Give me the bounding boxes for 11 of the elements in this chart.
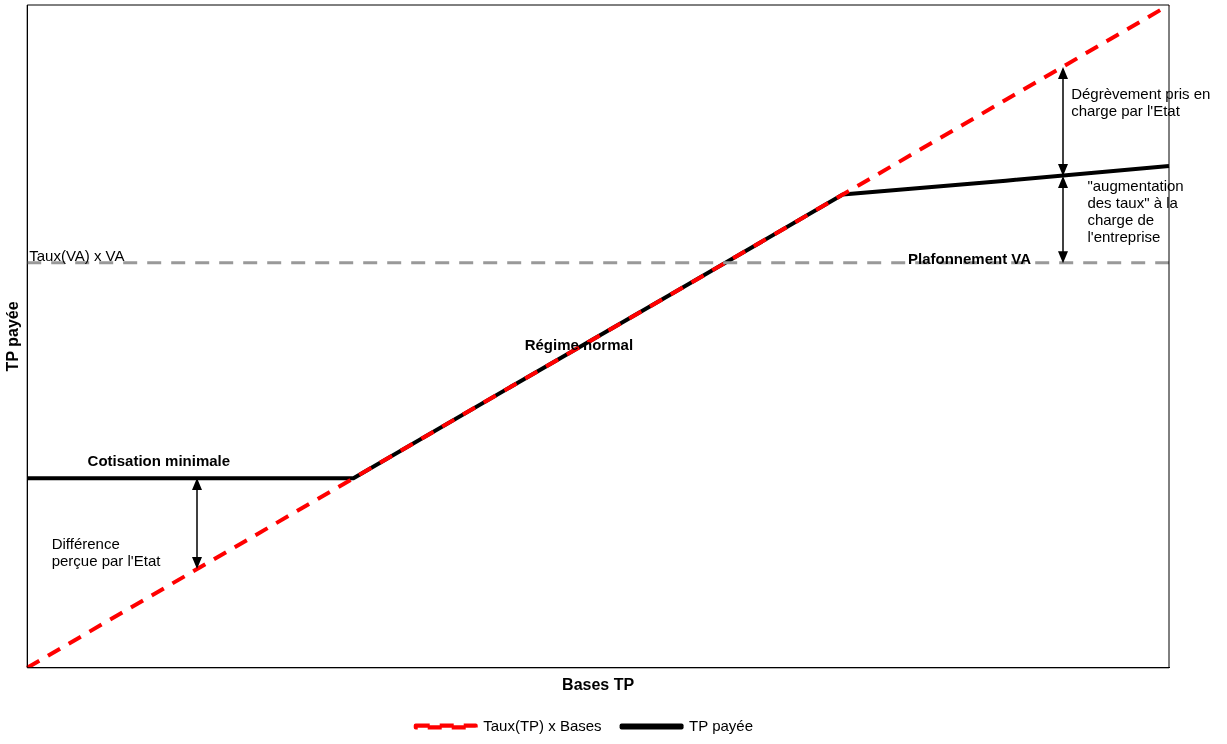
annotation: Cotisation minimale (87, 452, 232, 470)
annotation: Plafonnement VA (908, 250, 1033, 268)
y-axis-title: TP payée (4, 301, 22, 372)
annotation: Différence perçue par l'Etat (51, 535, 162, 570)
ref-line-label: Taux(VA) x VA (29, 247, 125, 265)
annotation: Dégrèvement pris en charge par l'Etat (1071, 84, 1212, 119)
x-axis-title: Bases TP (562, 675, 635, 693)
legend-label: TP payée (689, 716, 754, 734)
legend-label: Taux(TP) x Bases (483, 716, 602, 734)
annotation: Régime normal (524, 336, 635, 354)
annotation: "augmentation des taux" à la charge de l'entreprise (1087, 177, 1185, 246)
